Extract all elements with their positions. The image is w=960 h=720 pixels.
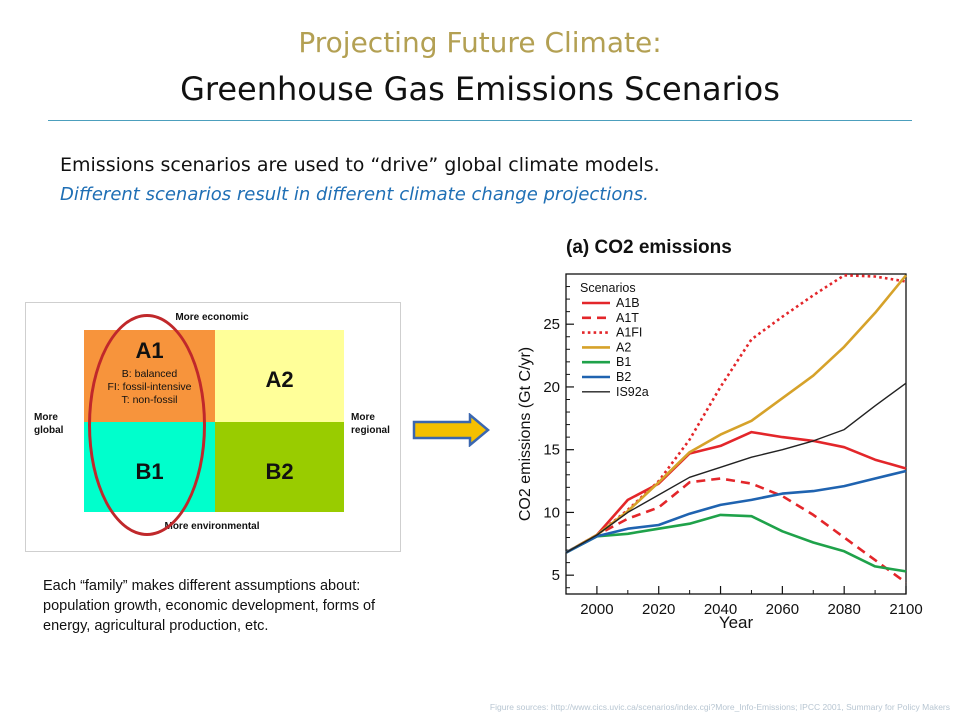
legend-label-a1t: A1T <box>616 311 639 325</box>
diagram-right-label-2: regional <box>351 425 390 436</box>
legend-label-a2: A2 <box>616 340 631 354</box>
series-line-a2 <box>565 274 908 554</box>
diagram-bottom-label: More environmental <box>164 521 260 532</box>
quadrant-b2 <box>215 422 344 512</box>
x-tick-label: 2080 <box>827 601 860 618</box>
legend-label-a1fi: A1FI <box>616 326 642 340</box>
series-line-a1t <box>565 477 907 584</box>
slide-title-line2: Greenhouse Gas Emissions Scenarios <box>180 70 780 108</box>
co2-emissions-chart: (a) CO2 emissions 2000 2020 2040 2060 2080 21… <box>517 237 923 632</box>
legend-label-b1: B1 <box>616 355 631 369</box>
y-tick-label: 20 <box>543 379 560 396</box>
right-arrow-icon <box>412 413 490 447</box>
legend-title: Scenarios <box>580 281 636 295</box>
series-line-a1b <box>565 430 907 554</box>
label-b2: B2 <box>265 459 294 484</box>
slide-title-line1: Projecting Future Climate: <box>298 26 662 59</box>
y-tick-label: 5 <box>552 567 560 584</box>
legend-label-is92a: IS92a <box>616 385 649 399</box>
family-caption: Each “family” makes different assumption… <box>43 578 376 634</box>
series-line-is92a <box>565 382 907 554</box>
x-tick-label: 2060 <box>766 601 799 618</box>
x-axis-label: Year <box>719 613 754 632</box>
diagram-top-label: More economic <box>175 312 249 323</box>
subtitle: Emissions scenarios are used to “drive” … <box>60 154 660 176</box>
legend-label-b2: B2 <box>616 370 631 384</box>
diagram-left-label-2: global <box>34 425 64 436</box>
plot-frame <box>565 273 907 595</box>
subtitle-italic: Different scenarios result in different … <box>60 184 649 205</box>
label-a2: A2 <box>265 367 294 392</box>
chart-title: (a) CO2 emissions <box>566 237 732 258</box>
legend-label-a1b: A1B <box>616 296 640 310</box>
diagram-left-label-1: More <box>34 412 58 423</box>
series-line-b2 <box>565 469 907 554</box>
x-tick-label: 2040 <box>704 601 737 618</box>
x-tick-label: 2020 <box>642 601 675 618</box>
y-tick-label: 10 <box>543 504 560 521</box>
a1-b1-highlight-ellipse <box>88 314 206 536</box>
quadrant-a2 <box>215 330 344 422</box>
x-tick-label: 2000 <box>580 601 613 618</box>
x-tick-label: 2100 <box>889 601 922 618</box>
figure-sources: Figure sources: http://www.cics.uvic.ca/… <box>489 702 950 712</box>
y-axis-label: CO2 emissions (Gt C/yr) <box>517 347 534 521</box>
y-tick-label: 25 <box>543 316 560 333</box>
diagram-right-label-1: More <box>351 412 375 423</box>
series-line-b1 <box>565 513 907 573</box>
y-tick-label: 15 <box>543 442 560 459</box>
title-divider <box>48 120 912 121</box>
